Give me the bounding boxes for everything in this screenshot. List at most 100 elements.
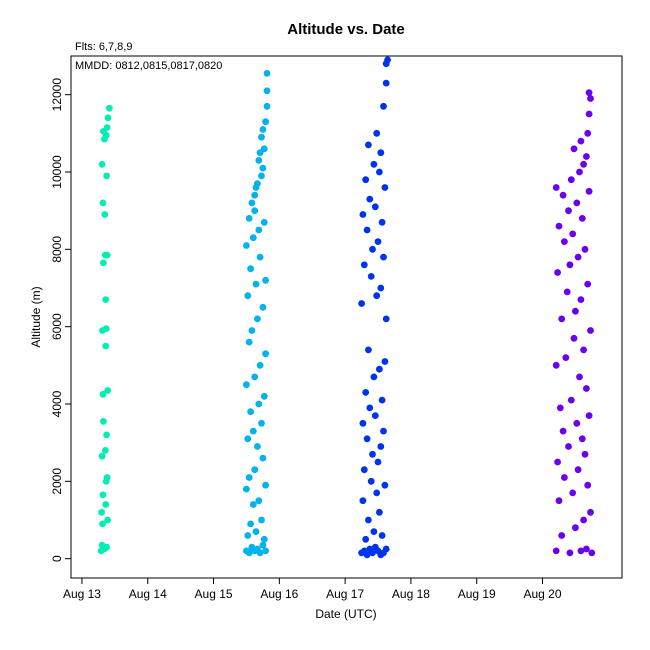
data-point-series-3 [380, 102, 387, 110]
data-point-series-1 [100, 418, 107, 425]
data-point-series-4 [585, 187, 593, 195]
data-point-series-3 [363, 435, 371, 443]
data-point-series-2 [251, 466, 259, 474]
data-point-series-4 [585, 412, 593, 419]
data-point-series-2 [251, 373, 259, 381]
y-tick-label: 4000 [50, 390, 64, 417]
data-point-series-2 [260, 392, 268, 400]
data-point-series-4 [585, 89, 593, 97]
data-point-series-2 [255, 157, 263, 164]
data-point-series-3 [358, 300, 365, 307]
data-point-series-2 [247, 408, 255, 416]
data-point-series-4 [583, 545, 590, 553]
data-point-series-3 [367, 477, 375, 485]
data-point-series-4 [573, 199, 581, 207]
data-point-series-2 [243, 485, 250, 493]
data-point-series-1 [104, 516, 111, 524]
y-tick-label: 10000 [50, 155, 64, 189]
data-point-series-3 [365, 141, 372, 149]
data-point-series-2 [258, 133, 265, 141]
data-point-series-4 [587, 508, 594, 516]
data-point-series-4 [584, 280, 592, 288]
data-point-series-2 [244, 292, 252, 300]
data-point-series-3 [371, 412, 379, 419]
data-point-series-3 [366, 195, 374, 203]
x-tick-label: Aug 17 [326, 587, 364, 601]
data-point-series-4 [559, 427, 567, 435]
data-point-series-4 [572, 307, 579, 315]
data-point-series-4 [577, 296, 585, 303]
data-point-series-1 [99, 199, 107, 207]
data-point-series-4 [574, 253, 582, 261]
y-tick-label: 12000 [50, 78, 64, 112]
data-point-series-1 [102, 325, 110, 332]
data-point-series-2 [260, 535, 268, 543]
data-point-series-2 [245, 474, 253, 481]
data-point-series-2 [260, 218, 268, 226]
data-point-series-4 [565, 443, 572, 450]
data-point-series-4 [584, 481, 592, 489]
data-point-series-3 [365, 516, 372, 524]
data-point-series-1 [101, 211, 109, 218]
data-point-series-4 [578, 215, 586, 222]
data-point-series-3 [371, 203, 379, 211]
data-point-series-1 [103, 543, 110, 551]
x-tick-label: Aug 18 [392, 587, 430, 601]
data-point-series-2 [255, 400, 263, 408]
data-point-series-3 [382, 315, 390, 323]
data-point-series-4 [569, 489, 577, 497]
data-point-series-2 [258, 419, 265, 427]
data-point-series-3 [370, 528, 378, 535]
data-point-series-4 [576, 168, 583, 176]
data-point-series-1 [106, 104, 113, 112]
data-point-series-3 [382, 79, 390, 87]
data-point-series-2 [262, 118, 269, 126]
data-point-series-4 [572, 524, 579, 532]
data-point-series-1 [104, 387, 111, 394]
y-axis-label: Altitude (m) [29, 286, 43, 347]
data-point-series-4 [565, 207, 572, 215]
chart-title: Altitude vs. Date [287, 21, 405, 38]
data-point-series-4 [567, 176, 575, 184]
data-point-series-3 [382, 545, 390, 553]
data-point-series-2 [256, 361, 264, 369]
data-point-series-4 [577, 137, 585, 145]
data-point-series-4 [566, 549, 574, 557]
data-point-series-1 [98, 452, 106, 460]
data-point-series-2 [254, 443, 261, 450]
data-point-series-4 [580, 516, 587, 524]
data-point-series-4 [578, 435, 586, 443]
data-point-series-4 [552, 547, 560, 555]
data-point-series-4 [583, 385, 590, 392]
data-point-series-4 [574, 466, 582, 474]
data-point-series-3 [377, 284, 385, 292]
y-tick-label: 6000 [50, 313, 64, 340]
data-point-series-4 [555, 222, 563, 230]
data-point-series-2 [254, 315, 261, 323]
x-axis: Aug 13 Aug 14 Aug 15 Aug 16 Aug 17 Aug 18 Aug … [63, 578, 562, 601]
data-point-series-1 [103, 172, 110, 180]
data-point-series-1 [99, 390, 107, 398]
data-point-series-3 [359, 211, 367, 218]
data-point-series-3 [373, 489, 381, 497]
data-point-series-2 [256, 253, 264, 261]
data-point-series-2 [254, 180, 261, 188]
y-tick-label: 8000 [50, 236, 64, 263]
data-point-series-3 [378, 396, 386, 404]
data-point-series-4 [583, 153, 590, 160]
data-point-series-3 [359, 497, 367, 505]
data-point-series-4 [569, 230, 577, 238]
y-tick-label: 0 [50, 555, 64, 562]
data-point-series-3 [377, 149, 385, 157]
data-point-series-3 [369, 245, 376, 253]
data-point-series-3 [381, 358, 389, 365]
data-point-series-2 [262, 276, 269, 284]
data-point-series-1 [98, 160, 106, 168]
data-point-series-3 [376, 365, 383, 373]
data-point-series-4 [566, 261, 574, 269]
data-point-series-2 [249, 501, 257, 508]
data-point-series-4 [573, 419, 581, 427]
y-tick-label: 2000 [50, 468, 64, 495]
data-point-series-1 [103, 474, 111, 481]
